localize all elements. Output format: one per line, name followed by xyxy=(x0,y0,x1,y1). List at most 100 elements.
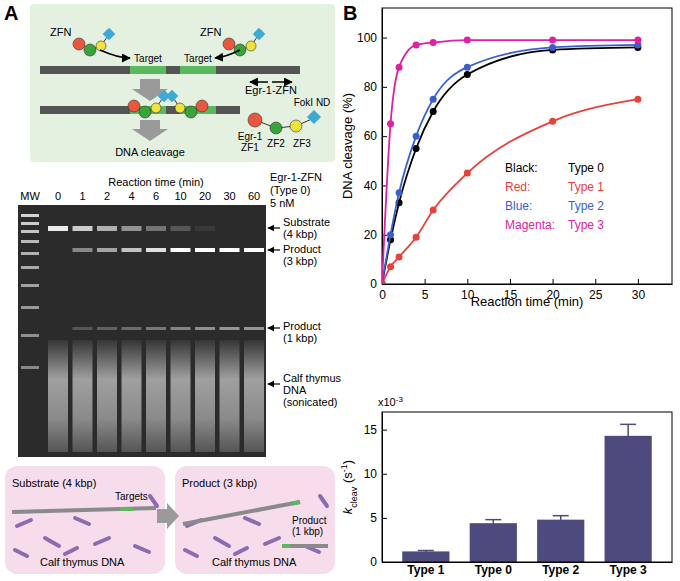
tick: Type 3 xyxy=(610,562,647,577)
tick-label: 20 xyxy=(364,228,378,242)
product-band xyxy=(97,327,117,330)
product-band xyxy=(146,327,166,330)
lane-label: 30 xyxy=(223,190,235,202)
foki-domain xyxy=(103,28,116,41)
band-arrow xyxy=(268,383,280,384)
bar xyxy=(402,551,449,562)
data-point xyxy=(634,37,641,44)
legend-color: Blue: xyxy=(505,199,532,213)
calf-thymus-smear xyxy=(73,340,93,452)
ladder-band xyxy=(21,222,39,225)
tick: 40 xyxy=(364,179,387,193)
tick: 10 xyxy=(364,467,387,481)
zinc-finger xyxy=(223,38,235,50)
lane-label: 20 xyxy=(199,190,211,202)
plot-area xyxy=(402,424,652,562)
tick-label: 5 xyxy=(422,288,429,302)
axis-line xyxy=(382,413,383,563)
data-point xyxy=(382,281,386,285)
panel-label: B xyxy=(343,2,357,24)
data-point xyxy=(382,281,386,285)
foki-domain xyxy=(253,28,266,41)
product-band xyxy=(195,327,215,330)
band-arrow xyxy=(268,249,280,250)
error-bar-stem xyxy=(493,520,495,527)
data-point xyxy=(464,64,471,71)
zinc-finger xyxy=(185,106,197,118)
calf-thymus-smear xyxy=(146,340,166,452)
tick-label: 60 xyxy=(364,129,378,143)
data-point xyxy=(549,118,556,125)
ladder-band xyxy=(21,240,39,243)
tick: 30 xyxy=(632,279,646,302)
axis-title-part: (s xyxy=(340,472,355,487)
data-point xyxy=(464,170,471,177)
calf-thymus-fragment xyxy=(135,546,149,552)
label: ZF1 xyxy=(241,142,259,153)
zinc-finger xyxy=(246,41,256,51)
tick-label: 80 xyxy=(364,80,378,94)
band-label: Calf thymus xyxy=(283,372,342,384)
reaction-schematic: Substrate (4 kbp) Targets Calf thymus DNA P… xyxy=(5,466,335,574)
lane-label: 1 xyxy=(79,190,85,202)
figure: AZFNZFNTargetTargetDNA cleavageEgr-1-ZFN… xyxy=(0,0,680,581)
data-point xyxy=(430,207,437,214)
label: Target xyxy=(134,53,162,64)
error-bar-cap xyxy=(620,424,636,426)
product-band xyxy=(171,327,191,330)
tick: 25 xyxy=(589,279,603,302)
data-point xyxy=(387,231,394,238)
binding-arrow xyxy=(215,50,240,58)
axis-multiplier-part: -3 xyxy=(396,395,404,404)
band-label: Substrate xyxy=(283,216,330,228)
band-label: (sonicated) xyxy=(283,396,337,408)
legend-color: Red: xyxy=(505,180,530,194)
tick-label: 40 xyxy=(364,179,378,193)
tick: 100 xyxy=(357,31,387,45)
process-arrow xyxy=(157,503,179,529)
band-label: (4 kbp) xyxy=(283,228,317,240)
tick-mark xyxy=(553,279,554,284)
data-point xyxy=(413,145,420,152)
product-band xyxy=(244,327,264,330)
tick-label: 0 xyxy=(370,277,377,291)
error-bar-cap xyxy=(553,515,569,517)
zinc-finger xyxy=(139,106,151,118)
data-point xyxy=(634,96,641,103)
tick-label: 100 xyxy=(357,31,377,45)
target-site xyxy=(282,544,290,548)
label: ZFN xyxy=(50,26,71,38)
calf-thymus-smear xyxy=(195,340,215,452)
label: Product xyxy=(292,515,327,526)
tick-mark xyxy=(510,279,511,284)
label: Targets xyxy=(115,491,148,502)
zinc-finger xyxy=(270,122,282,134)
zinc-finger xyxy=(84,44,96,56)
band-label: Product xyxy=(283,320,321,332)
lane-label: 6 xyxy=(153,190,159,202)
calf-thymus-fragment xyxy=(265,538,279,544)
band-label: (1 kbp) xyxy=(283,332,317,344)
reaction-box xyxy=(175,466,335,574)
axis: 0 20 40 60 80 100 xyxy=(357,9,387,292)
data-point xyxy=(413,41,420,48)
zinc-finger xyxy=(96,41,106,51)
legend-entry: Type 0 xyxy=(568,161,604,175)
label: Substrate (4 kbp) xyxy=(12,477,96,489)
error-bar xyxy=(553,516,569,524)
data-point xyxy=(382,281,386,285)
product-dna xyxy=(183,502,300,524)
label: Calf thymus DNA xyxy=(40,556,125,568)
label: ZFN xyxy=(200,26,221,38)
legend-color: Magenta: xyxy=(505,218,555,232)
tick: 15 xyxy=(364,423,387,437)
zinc-finger xyxy=(290,120,302,132)
lane-label: 0 xyxy=(55,190,61,202)
substrate-band xyxy=(171,226,191,231)
label: ZF2 xyxy=(267,138,285,149)
tick: 5 xyxy=(422,279,429,302)
ladder-band xyxy=(21,306,39,309)
bar xyxy=(605,436,652,562)
axis-multiplier-part: x10 xyxy=(378,396,396,408)
tick: Type 1 xyxy=(407,562,444,577)
